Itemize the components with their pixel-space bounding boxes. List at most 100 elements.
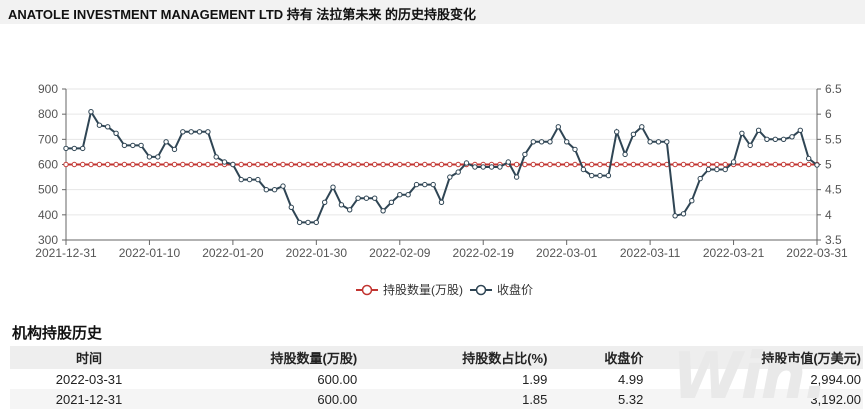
data-point-1: [88, 109, 94, 115]
data-point-0: [689, 161, 695, 168]
holding-history-chart: 300 400 500 600 700 800 900 3.5 4 4.5 5 5.5 6 6.5 2021…: [35, 82, 848, 297]
data-point-0: [121, 161, 128, 168]
data-point-1: [755, 127, 762, 134]
data-point-0: [447, 161, 453, 168]
data-point-0: [755, 161, 762, 168]
data-point-1: [555, 124, 561, 130]
data-point-1: [789, 134, 795, 140]
data-point-0: [630, 161, 637, 168]
data-point-1: [205, 129, 211, 135]
cell-share-ratio: 1.85: [361, 389, 552, 409]
data-point-1: [413, 181, 420, 188]
data-point-0: [80, 161, 86, 168]
data-point-1: [263, 187, 269, 193]
data-point-1: [171, 146, 178, 153]
data-point-1: [113, 130, 119, 137]
cell-date: 2021-12-31: [10, 389, 168, 409]
y-right-tick-label: 4.5: [825, 183, 842, 197]
section-title: 机构持股历史: [12, 325, 103, 342]
data-point-1: [63, 145, 69, 152]
data-point-0: [597, 161, 603, 168]
data-point-1: [405, 192, 411, 198]
data-point-0: [238, 161, 244, 168]
data-point-1: [614, 129, 620, 135]
data-point-0: [196, 161, 203, 168]
data-point-1: [522, 151, 528, 158]
data-point-0: [338, 161, 345, 168]
data-point-1: [80, 145, 86, 152]
data-point-1: [305, 219, 311, 226]
table-header-row: 时间 持股数量(万股) 持股数占比(%) 收盘价 持股市值(万美元): [10, 346, 863, 369]
data-point-1: [163, 139, 169, 145]
data-point-0: [647, 161, 653, 168]
data-point-0: [105, 161, 111, 168]
data-point-1: [455, 169, 461, 175]
data-point-0: [397, 161, 403, 168]
data-point-1: [380, 208, 386, 214]
cell-close-price: 4.99: [618, 371, 644, 387]
data-point-0: [347, 161, 353, 168]
data-point-1: [338, 202, 345, 208]
data-point-0: [280, 161, 286, 168]
x-tick-label: 2021-12-31: [35, 246, 97, 260]
data-point-1: [714, 166, 720, 173]
column-header-date: 时间: [10, 346, 168, 369]
data-point-1: [597, 172, 603, 179]
y-right-tick-label: 4: [825, 208, 832, 222]
data-point-0: [113, 161, 119, 168]
data-point-0: [171, 161, 178, 168]
data-point-0: [180, 161, 186, 168]
data-point-1: [472, 164, 478, 170]
data-point-1: [121, 142, 128, 149]
data-point-1: [680, 211, 687, 217]
data-point-1: [130, 142, 136, 149]
data-point-1: [255, 176, 261, 183]
data-point-1: [689, 198, 695, 204]
data-point-0: [213, 161, 219, 168]
data-point-0: [614, 161, 620, 168]
data-point-1: [806, 155, 812, 162]
data-point-1: [639, 124, 645, 130]
data-point-0: [422, 161, 428, 168]
data-point-0: [405, 161, 411, 168]
column-header-close-price: 收盘价: [551, 346, 648, 369]
data-point-1: [580, 166, 587, 173]
legend-label-1: 收盘价: [497, 282, 533, 297]
data-point-1: [422, 181, 428, 188]
cell-market-value: 2,994.00: [810, 371, 861, 387]
data-point-0: [330, 161, 336, 168]
data-point-0: [388, 161, 395, 168]
data-point-1: [280, 183, 286, 189]
data-point-1: [697, 175, 703, 182]
column-header-share-ratio: 持股数占比(%): [361, 346, 552, 369]
data-point-1: [71, 145, 78, 152]
y-left-tick-label: 300: [38, 233, 58, 247]
data-point-1: [322, 199, 328, 206]
data-point-0: [413, 161, 420, 168]
data-point-1: [772, 136, 778, 143]
y-left-tick-label: 800: [38, 107, 58, 121]
data-point-0: [655, 161, 662, 168]
x-tick-label: 2022-03-11: [620, 246, 681, 260]
x-tick-label: 2022-01-10: [119, 246, 181, 260]
data-point-1: [764, 136, 770, 143]
x-tick-label: 2022-03-01: [536, 246, 598, 260]
table-row: 2021-12-31 600.00 1.85 5.32 3,192.00: [10, 389, 863, 409]
data-point-1: [564, 139, 570, 145]
data-point-1: [722, 166, 728, 173]
data-point-0: [305, 161, 311, 168]
page-title: ANATOLE INVESTMENT MANAGEMENT LTD 持有 法拉第…: [8, 7, 476, 22]
data-point-1: [221, 159, 228, 165]
data-point-0: [438, 161, 445, 168]
data-point-0: [205, 161, 211, 168]
data-point-1: [622, 151, 628, 158]
data-point-0: [363, 161, 370, 168]
data-point-0: [697, 161, 703, 168]
data-point-0: [622, 161, 628, 168]
cell-close-price: 5.32: [551, 389, 648, 409]
data-point-1: [705, 166, 712, 173]
data-point-1: [105, 124, 111, 130]
data-point-0: [63, 161, 69, 168]
data-point-0: [522, 161, 528, 168]
data-point-1: [814, 162, 820, 168]
